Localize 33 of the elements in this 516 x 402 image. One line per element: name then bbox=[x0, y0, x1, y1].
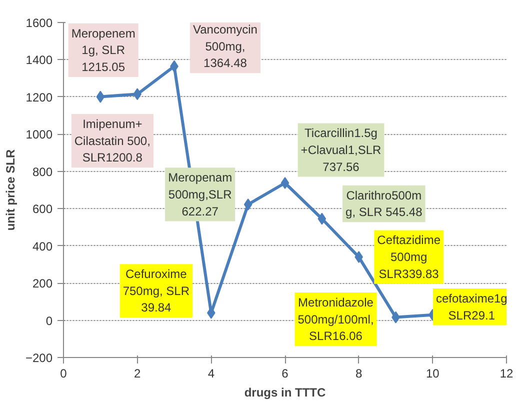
x-tick-label: 12 bbox=[500, 366, 514, 380]
y-tick-label: −200 bbox=[25, 351, 53, 365]
x-tick-label: 8 bbox=[355, 366, 362, 380]
annotation: Cefuroxime 750mg, SLR 39.84 bbox=[122, 267, 190, 315]
y-tick-label: 400 bbox=[32, 239, 53, 254]
y-tick-label: 1400 bbox=[26, 53, 53, 68]
annotation: Clarithro500m g, SLR 545.48 bbox=[346, 188, 423, 220]
annotation: cefotaxime1g SLR29.1 bbox=[436, 291, 508, 322]
y-tick-label: 1600 bbox=[26, 16, 53, 30]
point bbox=[244, 198, 252, 210]
annotation: Imipenum+ Cilastatin 500, SLR1200.8 bbox=[74, 116, 150, 165]
y-tick-label: 1200 bbox=[26, 90, 53, 104]
annotation: Vancomycin 500mg, 1364.48 bbox=[193, 22, 258, 70]
annotation: Meropenem 1g, SLR 1215.05 bbox=[71, 26, 136, 74]
y-tick-label: 200 bbox=[32, 276, 53, 291]
x-tick-label: 10 bbox=[426, 366, 440, 380]
point bbox=[96, 90, 105, 103]
x-tick-label: 0 bbox=[60, 366, 68, 380]
y-axis-title: unit price SLR bbox=[3, 148, 18, 231]
annotation: Meropenam 500mg,SLR 622.27 bbox=[168, 170, 232, 218]
x-tick-label: 4 bbox=[208, 366, 215, 380]
y-tick-label: 600 bbox=[32, 202, 53, 216]
x-tick-label: 6 bbox=[282, 366, 289, 380]
y-tick-label: 800 bbox=[32, 164, 53, 179]
x-axis-title: drugs in TTTC bbox=[244, 386, 326, 400]
annotation: Ticarcillin1.5g +Clavual1,SLR 737.56 bbox=[300, 126, 382, 174]
point bbox=[318, 212, 326, 225]
y-tick-label: 0 bbox=[46, 314, 53, 328]
x-tick-label: 2 bbox=[134, 366, 141, 380]
point bbox=[280, 177, 290, 190]
annotation: Metronidazole 500mg/100ml, SLR16.06 bbox=[298, 295, 374, 344]
y-tick-label: 1000 bbox=[26, 128, 53, 142]
annotation: Ceftazidime 500mg SLR339.83 bbox=[377, 233, 441, 281]
